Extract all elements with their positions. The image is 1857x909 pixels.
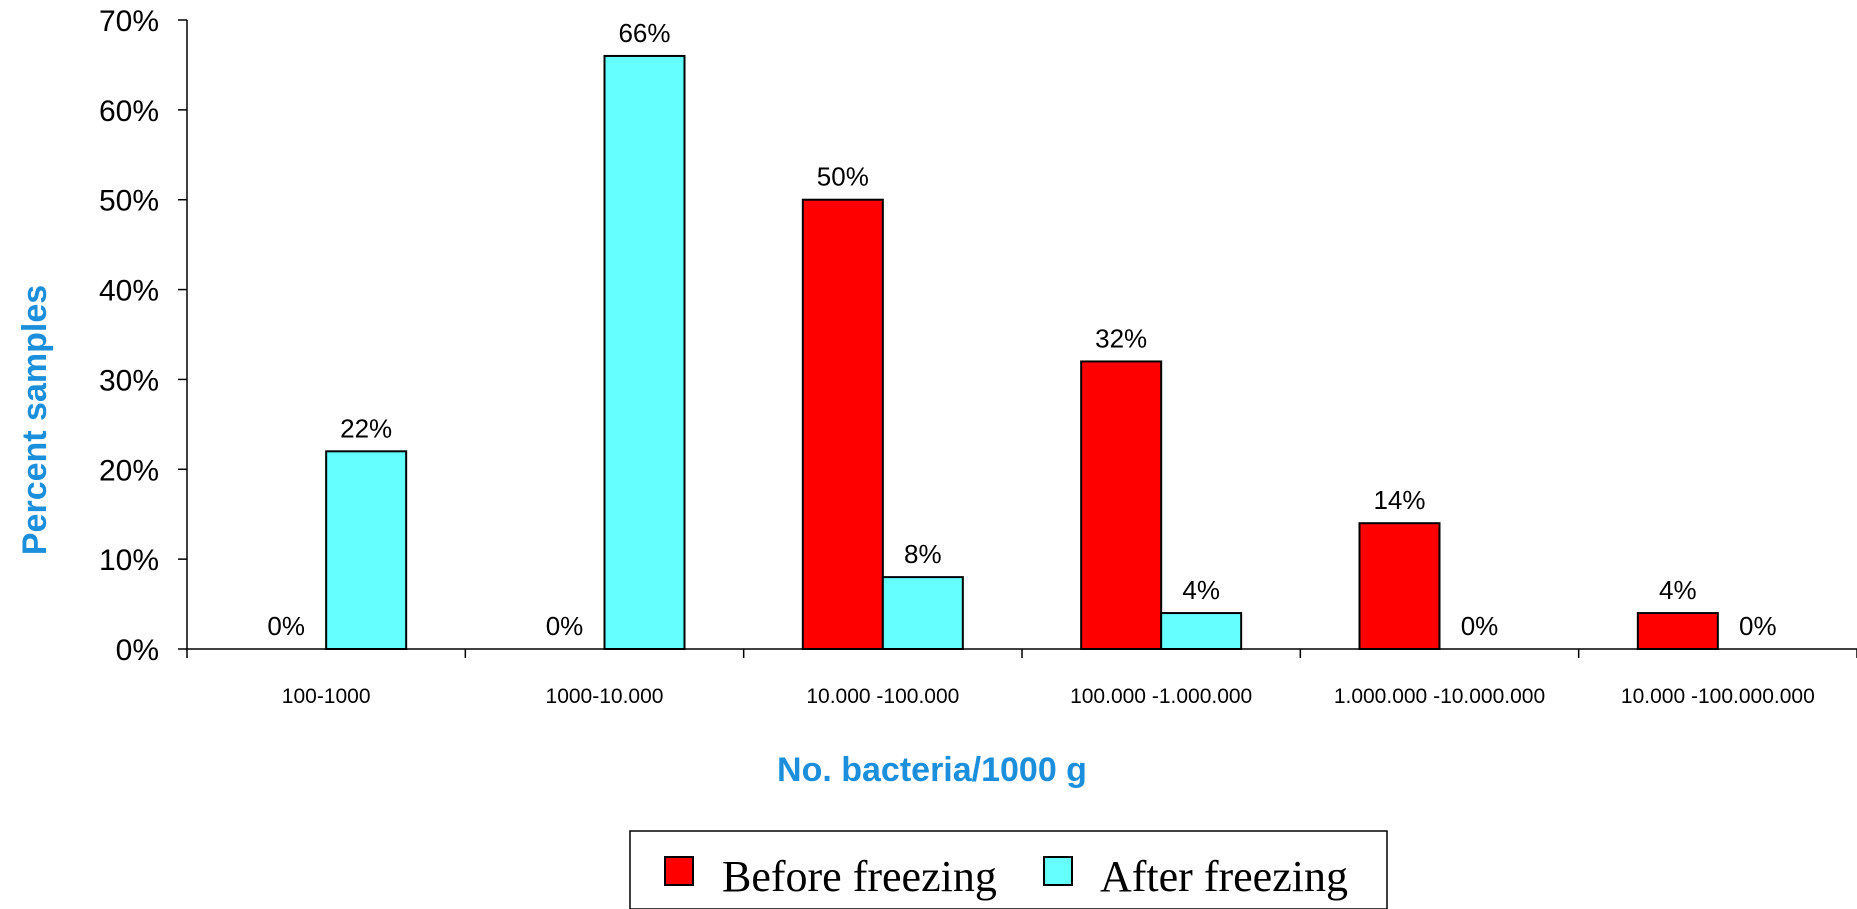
x-tick-label: 1000-10.000: [546, 685, 664, 708]
x-tick-label: 100.000 -1.000.000: [1070, 685, 1252, 708]
y-tick-label: 60%: [99, 95, 159, 128]
x-tick-label: 1.000.000 -10.000.000: [1334, 685, 1545, 708]
data-label: 8%: [904, 539, 942, 569]
data-label: 0%: [267, 611, 305, 641]
bars: [325, 54, 1719, 651]
y-axis: 0% 10% 20% 30% 40% 50% 60% 70%: [99, 5, 188, 667]
data-label: 4%: [1182, 575, 1220, 605]
data-label: 0%: [1461, 611, 1499, 641]
x-axis-title: No. bacteria/1000 g: [777, 751, 1087, 789]
data-label: 32%: [1095, 323, 1147, 353]
data-label: 66%: [618, 18, 670, 48]
bar-after-freezing: [1160, 612, 1243, 650]
bar-before-freezing: [1080, 360, 1163, 650]
y-tick-label: 20%: [99, 454, 159, 487]
y-axis-title: Percent samples: [16, 285, 54, 555]
legend-swatch-before-freezing: [664, 856, 694, 886]
bar-after-freezing: [325, 450, 408, 651]
axis-titles: No. bacteria/1000 g Percent samples: [16, 285, 1087, 789]
data-label: 50%: [817, 162, 869, 192]
bar-before-freezing: [801, 198, 884, 650]
data-label: 0%: [1739, 611, 1777, 641]
data-label: 4%: [1659, 575, 1697, 605]
bar-after-freezing: [881, 576, 964, 650]
legend-label-before-freezing: Before freezing: [722, 852, 997, 901]
x-tick-label: 10.000 -100.000.000: [1621, 685, 1815, 708]
data-labels: 0% 0% 50% 32% 14% 4% 22% 66% 8% 4% 0% 0%: [267, 18, 1776, 641]
data-label: 22%: [340, 413, 392, 443]
legend-box: [629, 830, 1388, 909]
x-axis: 100-1000 1000-10.000 10.000 -100.000 100.00…: [186, 648, 1857, 708]
y-tick-label: 30%: [99, 364, 159, 397]
y-tick-label: 40%: [99, 275, 159, 308]
y-tick-label: 10%: [99, 544, 159, 577]
y-tick-label: 0%: [116, 634, 159, 667]
x-tick-label: 10.000 -100.000: [806, 685, 959, 708]
bar-after-freezing: [603, 54, 686, 650]
x-tick-label: 100-1000: [282, 685, 371, 708]
legend-swatch-after-freezing: [1043, 856, 1073, 886]
bar-before-freezing: [1636, 612, 1719, 650]
data-label: 0%: [546, 611, 584, 641]
legend: Before freezing After freezing: [629, 830, 1388, 909]
bar-before-freezing: [1358, 522, 1441, 651]
y-tick-label: 70%: [99, 5, 159, 38]
legend-label-after-freezing: After freezing: [1100, 852, 1348, 901]
data-label: 14%: [1373, 485, 1425, 515]
y-tick-label: 50%: [99, 185, 159, 218]
